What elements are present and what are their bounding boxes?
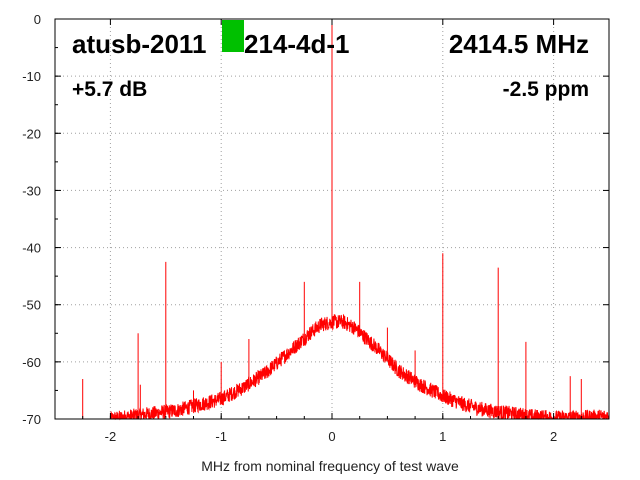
gain-annotation: +5.7 dB [72, 78, 147, 101]
x-tick-label: 1 [439, 429, 446, 444]
x-tick-label: -2 [105, 429, 117, 444]
spur-series [82, 19, 582, 419]
marker-block [222, 20, 244, 52]
frequency-annotation: 2414.5 MHz [449, 29, 589, 59]
y-tick-label: -20 [22, 126, 41, 141]
device-annotation: atusb-2011 [72, 29, 206, 59]
y-tick-label: 0 [34, 12, 41, 27]
x-tick-label: 0 [328, 429, 335, 444]
device-suffix-annotation: 214-4d-1 [244, 29, 350, 59]
x-tick-label: 2 [550, 429, 557, 444]
y-tick-label: -70 [22, 412, 41, 427]
axis-ticks: -2 -1 0 1 20-10-20-30-40-50-60-70 [22, 12, 610, 444]
y-tick-label: -30 [22, 183, 41, 198]
y-tick-label: -10 [22, 69, 41, 84]
y-tick-label: -60 [22, 355, 41, 370]
x-tick-label: -1 [215, 429, 227, 444]
y-tick-label: -50 [22, 298, 41, 313]
y-tick-label: -40 [22, 241, 41, 256]
x-axis-label: MHz from nominal frequency of test wave [201, 458, 459, 474]
ppm-annotation: -2.5 ppm [503, 78, 589, 101]
